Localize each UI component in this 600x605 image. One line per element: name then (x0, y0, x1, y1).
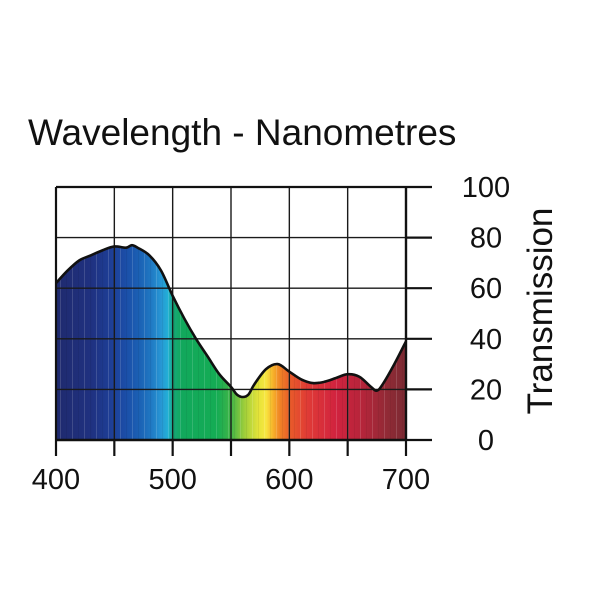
x-tick-label: 600 (265, 464, 313, 496)
y-tick-labels: 0 20 40 60 80 100 (462, 172, 510, 457)
y-tick-label: 60 (470, 273, 502, 305)
transmission-area-layer (56, 245, 406, 440)
transmission-curve-layer (55, 243, 408, 399)
x-tick-labels: 400 500 600 700 (32, 464, 430, 496)
x-tick-label: 700 (382, 464, 430, 496)
y-tick-label: 100 (462, 172, 510, 204)
plot-frame-layer (54, 185, 432, 456)
x-tick-label: 400 (32, 464, 80, 496)
y-tick-label: 40 (470, 324, 502, 356)
transmission-curve (55, 243, 408, 399)
y-tick-label: 0 (478, 425, 494, 457)
y-tick-label: 20 (470, 374, 502, 406)
x-tick-label: 500 (148, 464, 196, 496)
spectrum-texture (56, 245, 406, 440)
chart-title: Wavelength - Nanometres (28, 112, 456, 153)
grid-layer (56, 187, 406, 440)
y-axis-label: Transmission (521, 208, 560, 415)
y-tick-label: 80 (470, 223, 502, 255)
